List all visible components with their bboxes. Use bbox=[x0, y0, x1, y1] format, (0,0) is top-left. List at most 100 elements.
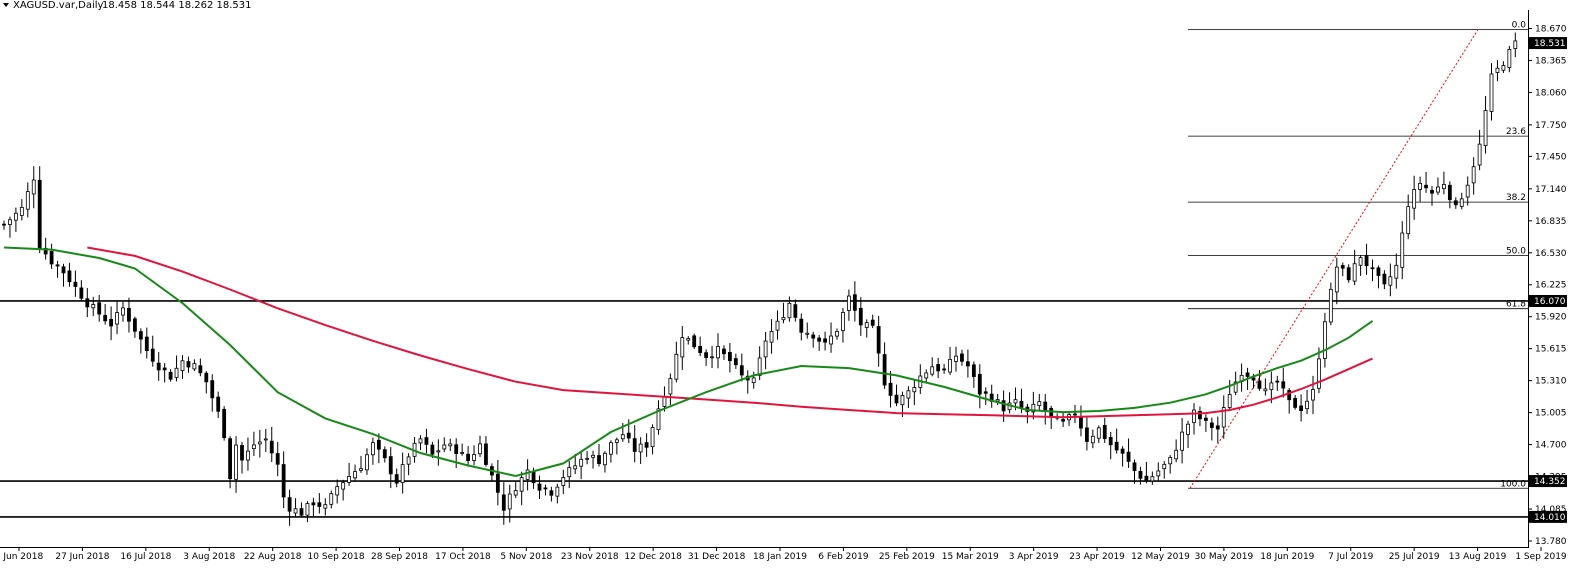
candle-body bbox=[1358, 257, 1363, 266]
candle-body bbox=[1204, 417, 1208, 421]
candle-body bbox=[870, 319, 875, 326]
candle-body bbox=[537, 483, 542, 491]
candle-body bbox=[1352, 263, 1357, 282]
price-tick-label: 17.750 bbox=[1535, 121, 1567, 131]
candle-body bbox=[507, 493, 512, 510]
candle-body bbox=[281, 464, 286, 498]
candle-body bbox=[1311, 389, 1315, 401]
candle-body bbox=[543, 487, 548, 490]
candle-body bbox=[121, 307, 125, 316]
candle-body bbox=[204, 372, 209, 383]
fib-level-label: 38.2 bbox=[1506, 193, 1526, 203]
time-tick-label: 25 Jul 2019 bbox=[1389, 552, 1440, 562]
candle-body bbox=[1043, 401, 1048, 412]
candle-body bbox=[1447, 184, 1452, 201]
candle-body bbox=[858, 307, 863, 326]
candle-body bbox=[1495, 67, 1500, 73]
fib-level-label: 100.0 bbox=[1500, 479, 1526, 489]
candle-body bbox=[561, 477, 566, 486]
candle-body bbox=[73, 281, 78, 287]
candle-body bbox=[781, 316, 786, 321]
candle-body bbox=[495, 473, 500, 493]
candle-body bbox=[1507, 48, 1512, 68]
candle-body bbox=[1031, 403, 1036, 413]
candle-body bbox=[728, 352, 732, 362]
time-tick-label: 31 Dec 2018 bbox=[688, 552, 746, 562]
candle-body bbox=[852, 294, 857, 311]
price-tick-label: 18.670 bbox=[1535, 24, 1567, 34]
candle-body bbox=[168, 371, 173, 380]
candle-body bbox=[1090, 435, 1095, 444]
candle-body bbox=[805, 332, 810, 335]
candle-body bbox=[103, 315, 108, 322]
candle-body bbox=[257, 441, 262, 445]
candle-body bbox=[555, 486, 560, 497]
time-tick-label: 7 Jul 2019 bbox=[1328, 552, 1373, 562]
candle-body bbox=[436, 450, 441, 453]
candle-body bbox=[1162, 463, 1167, 470]
candle-body bbox=[67, 270, 72, 283]
time-tick-label: 5 Nov 2018 bbox=[500, 552, 552, 562]
price-labels: 16.070 14.352 14.010 18.531 bbox=[1529, 37, 1567, 523]
candle-body bbox=[311, 502, 316, 506]
fibonacci-retracement[interactable]: 0.0 23.6 38.2 50.0 61.8 100.0 bbox=[1188, 21, 1528, 490]
chart-symbol-label: XAGUSD.var,Daily bbox=[13, 0, 104, 11]
candle-body bbox=[25, 191, 30, 210]
candle-body bbox=[1061, 419, 1065, 422]
candle-body bbox=[698, 345, 703, 353]
candle-body bbox=[1156, 470, 1161, 477]
price-tick-label: 17.450 bbox=[1535, 152, 1567, 162]
candle-body bbox=[1138, 470, 1143, 479]
candle-body bbox=[79, 287, 84, 299]
candle-body bbox=[388, 456, 393, 475]
triangle-down-icon[interactable] bbox=[3, 3, 9, 7]
time-tick-label: 12 Dec 2018 bbox=[624, 552, 682, 562]
candle-body bbox=[1221, 407, 1226, 428]
candle-body bbox=[394, 474, 399, 484]
candle-body bbox=[1328, 288, 1333, 323]
candle-body bbox=[132, 318, 137, 332]
candle-body bbox=[1108, 437, 1113, 446]
time-tick-label: 27 Jun 2018 bbox=[55, 552, 109, 562]
candle-body bbox=[864, 322, 869, 328]
candle-body bbox=[704, 352, 708, 358]
candle-body bbox=[216, 396, 221, 412]
candle-body bbox=[144, 336, 149, 352]
current-price-label: 18.531 bbox=[1534, 39, 1566, 49]
candle-body bbox=[603, 452, 607, 466]
candle-body bbox=[763, 340, 768, 358]
candle-body bbox=[960, 353, 964, 362]
candle-body bbox=[847, 295, 851, 311]
candle-body bbox=[1192, 409, 1196, 423]
time-tick-label: 23 Nov 2018 bbox=[561, 552, 619, 562]
candle-body bbox=[19, 207, 24, 216]
candle-body bbox=[1198, 411, 1202, 420]
candle-body bbox=[1364, 255, 1369, 267]
candle-body bbox=[1418, 182, 1422, 190]
moving-average-red-line bbox=[87, 246, 1373, 419]
fib-level-label: 23.6 bbox=[1506, 127, 1526, 137]
time-tick-label: 13 Aug 2019 bbox=[1449, 552, 1507, 562]
candle-body bbox=[1340, 265, 1345, 269]
candle-body bbox=[829, 335, 833, 345]
candle-body bbox=[1037, 401, 1042, 407]
candle-body bbox=[430, 444, 435, 455]
candle-body bbox=[513, 490, 518, 496]
candle-body bbox=[1257, 380, 1262, 389]
candle-body bbox=[733, 358, 738, 366]
candle-body bbox=[115, 312, 119, 325]
candle-body bbox=[400, 464, 405, 483]
candle-body bbox=[1120, 448, 1125, 454]
candle-body bbox=[971, 364, 976, 377]
level-price-label: 14.352 bbox=[1534, 477, 1566, 487]
candle-body bbox=[1442, 184, 1446, 190]
price-tick-label: 14.700 bbox=[1535, 441, 1567, 451]
candle-body bbox=[573, 465, 578, 470]
price-tick-label: 16.530 bbox=[1535, 249, 1567, 259]
level-price-box bbox=[1529, 475, 1567, 488]
candle-body bbox=[1281, 381, 1286, 389]
candle-body bbox=[1489, 73, 1494, 112]
candle-body bbox=[1346, 267, 1351, 281]
candle-body bbox=[49, 251, 54, 265]
